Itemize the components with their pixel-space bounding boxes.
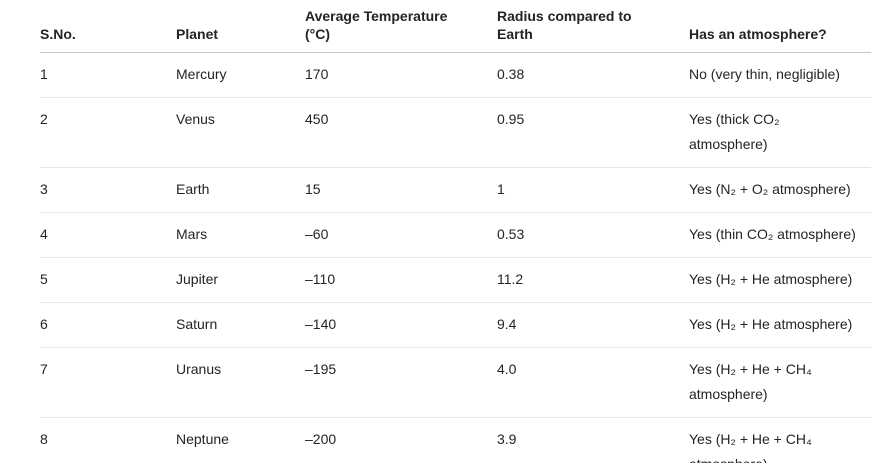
cell-atmosphere: Yes (thin CO₂ atmosphere) bbox=[689, 212, 871, 258]
cell-planet: Jupiter bbox=[176, 257, 305, 303]
cell-avg-temp: –200 bbox=[305, 417, 497, 463]
col-header-sno: S.No. bbox=[40, 0, 176, 53]
col-header-atmosphere: Has an atmosphere? bbox=[689, 0, 871, 53]
cell-radius: 0.95 bbox=[497, 97, 689, 168]
cell-sno: 7 bbox=[40, 347, 176, 418]
table-row-jupiter: 5 Jupiter –110 11.2 Yes (H₂ + He atmosph… bbox=[40, 257, 871, 303]
col-header-avg-temp: Average Temperature (°C) bbox=[305, 0, 497, 53]
cell-radius: 4.0 bbox=[497, 347, 689, 418]
cell-planet: Saturn bbox=[176, 302, 305, 348]
cell-planet: Neptune bbox=[176, 417, 305, 463]
cell-planet: Earth bbox=[176, 167, 305, 213]
cell-radius: 0.38 bbox=[497, 52, 689, 98]
cell-radius: 3.9 bbox=[497, 417, 689, 463]
cell-avg-temp: –140 bbox=[305, 302, 497, 348]
cell-sno: 5 bbox=[40, 257, 176, 303]
cell-atmosphere: Yes (H₂ + He + CH₄ atmosphere) bbox=[689, 417, 871, 463]
header-row: S.No. Planet Average Temperature (°C) Ra… bbox=[40, 0, 871, 53]
planets-table: S.No. Planet Average Temperature (°C) Ra… bbox=[40, 0, 871, 463]
cell-avg-temp: –195 bbox=[305, 347, 497, 418]
cell-planet: Mars bbox=[176, 212, 305, 258]
cell-radius: 11.2 bbox=[497, 257, 689, 303]
cell-radius: 9.4 bbox=[497, 302, 689, 348]
cell-sno: 2 bbox=[40, 97, 176, 168]
cell-avg-temp: –110 bbox=[305, 257, 497, 303]
cell-atmosphere: No (very thin, negligible) bbox=[689, 52, 871, 98]
cell-radius: 0.53 bbox=[497, 212, 689, 258]
cell-sno: 1 bbox=[40, 52, 176, 98]
col-header-planet: Planet bbox=[176, 0, 305, 53]
col-header-radius: Radius compared to Earth bbox=[497, 0, 689, 53]
cell-planet: Mercury bbox=[176, 52, 305, 98]
cell-avg-temp: 170 bbox=[305, 52, 497, 98]
table-row-venus: 2 Venus 450 0.95 Yes (thick CO₂ atmosphe… bbox=[40, 97, 871, 168]
cell-atmosphere: Yes (H₂ + He atmosphere) bbox=[689, 257, 871, 303]
table-row-mercury: 1 Mercury 170 0.38 No (very thin, neglig… bbox=[40, 52, 871, 98]
cell-sno: 4 bbox=[40, 212, 176, 258]
table-row-earth: 3 Earth 15 1 Yes (N₂ + O₂ atmosphere) bbox=[40, 167, 871, 213]
cell-planet: Uranus bbox=[176, 347, 305, 418]
cell-sno: 6 bbox=[40, 302, 176, 348]
table-row-neptune: 8 Neptune –200 3.9 Yes (H₂ + He + CH₄ at… bbox=[40, 417, 871, 463]
cell-sno: 8 bbox=[40, 417, 176, 463]
cell-atmosphere: Yes (thick CO₂ atmosphere) bbox=[689, 97, 871, 168]
cell-avg-temp: 15 bbox=[305, 167, 497, 213]
cell-avg-temp: 450 bbox=[305, 97, 497, 168]
table-row-saturn: 6 Saturn –140 9.4 Yes (H₂ + He atmospher… bbox=[40, 302, 871, 348]
cell-atmosphere: Yes (N₂ + O₂ atmosphere) bbox=[689, 167, 871, 213]
cell-sno: 3 bbox=[40, 167, 176, 213]
table-row-mars: 4 Mars –60 0.53 Yes (thin CO₂ atmosphere… bbox=[40, 212, 871, 258]
cell-avg-temp: –60 bbox=[305, 212, 497, 258]
table-row-uranus: 7 Uranus –195 4.0 Yes (H₂ + He + CH₄ atm… bbox=[40, 347, 871, 418]
cell-atmosphere: Yes (H₂ + He + CH₄ atmosphere) bbox=[689, 347, 871, 418]
cell-radius: 1 bbox=[497, 167, 689, 213]
cell-planet: Venus bbox=[176, 97, 305, 168]
cell-atmosphere: Yes (H₂ + He atmosphere) bbox=[689, 302, 871, 348]
